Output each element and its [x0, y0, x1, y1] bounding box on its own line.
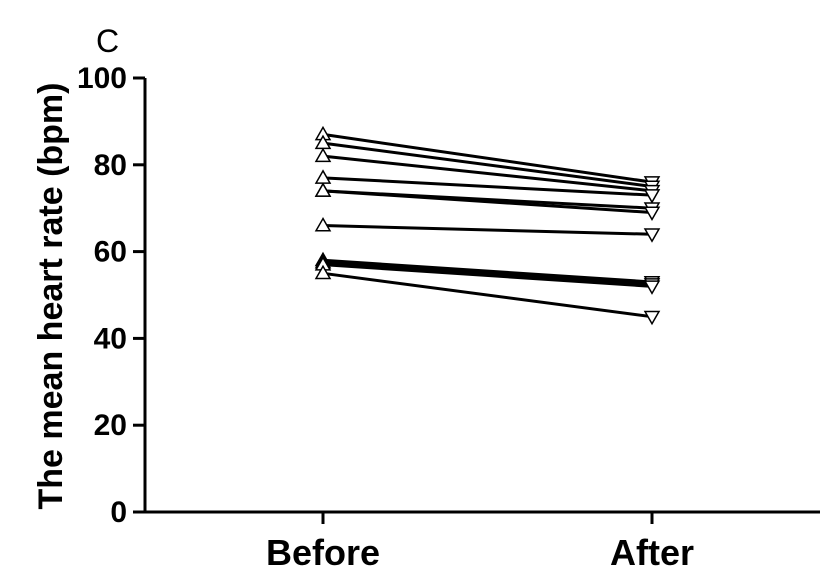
after-point-marker [643, 280, 661, 295]
series-line-5 [322, 189, 653, 215]
y-tick-label: 0 [110, 496, 127, 529]
series-line-2 [322, 154, 653, 193]
x-category-label: After [610, 532, 694, 573]
x-ticks-group: Before After [266, 512, 694, 573]
after-point-marker [643, 189, 661, 204]
series-line-6 [322, 224, 653, 236]
series-line-7 [322, 258, 653, 284]
y-tick-label: 80 [94, 149, 127, 182]
y-axis-label: The mean heart rate (bpm) [32, 83, 70, 510]
series-line-0 [322, 132, 653, 184]
after-point-marker [643, 310, 661, 326]
y-ticks-group: 0 20 40 60 80 100 [77, 62, 145, 529]
series-line-9 [322, 263, 653, 288]
series-line-1 [322, 141, 653, 188]
series-line-10 [322, 271, 653, 319]
y-tick-label: 100 [77, 62, 127, 95]
series-line-3 [322, 176, 653, 197]
after-point-marker [643, 206, 661, 222]
before-point-marker [314, 147, 332, 163]
series-line-8 [322, 260, 653, 286]
series-group [314, 125, 661, 326]
y-tick-label: 40 [94, 322, 127, 355]
y-tick-label: 60 [94, 236, 127, 269]
panel-label: C [96, 23, 119, 59]
y-tick-label: 20 [94, 409, 127, 442]
x-category-label: Before [266, 532, 380, 573]
before-point-marker [314, 217, 332, 232]
after-point-marker [643, 228, 661, 243]
before-point-marker [314, 264, 332, 280]
before-point-marker [314, 182, 332, 197]
